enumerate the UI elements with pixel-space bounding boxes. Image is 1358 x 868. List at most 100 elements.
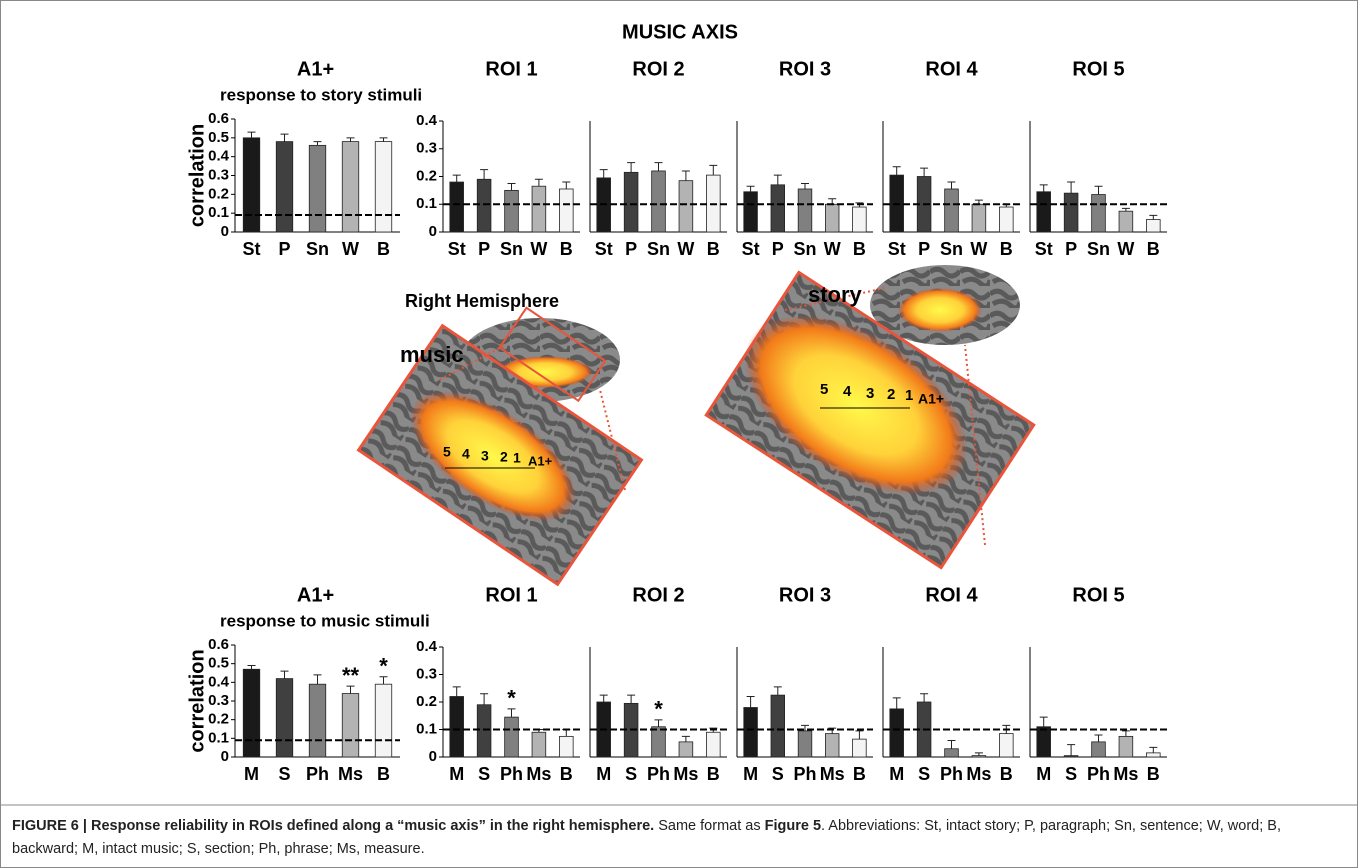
panel-title: ROI 1 [485, 58, 537, 80]
x-tick-label: Ph [647, 764, 670, 784]
error-bar [600, 170, 608, 178]
x-tick-label: Ms [966, 764, 991, 784]
figure-title: MUSIC AXIS [622, 21, 738, 43]
x-tick-label: Ph [306, 764, 329, 784]
error-bar [314, 142, 322, 146]
error-bar [1149, 747, 1157, 753]
x-tick-label: B [707, 764, 720, 784]
roi-number: 2 [887, 386, 895, 403]
error-bar [1122, 208, 1130, 211]
x-tick-label: P [625, 239, 637, 259]
brain-label: music [400, 342, 464, 367]
error-bar [920, 694, 928, 702]
y-tick-label: 0 [429, 748, 437, 765]
roi-number: 4 [843, 383, 852, 400]
bar [853, 207, 867, 232]
error-bar [1040, 717, 1048, 727]
panel-title: A1+ [297, 58, 334, 80]
y-tick-label: 0.2 [416, 693, 437, 710]
x-tick-label: B [1000, 764, 1013, 784]
y-tick-label: 0.1 [208, 204, 229, 221]
bar [624, 172, 638, 232]
panel-title: ROI 3 [779, 58, 831, 80]
bar [945, 189, 959, 232]
x-tick-label: Ph [1087, 764, 1110, 784]
y-tick-label: 0.6 [208, 636, 229, 653]
bar [798, 189, 812, 232]
x-tick-label: Ph [500, 764, 523, 784]
roi-number: 1 [513, 450, 521, 466]
bar [477, 179, 491, 232]
bar [342, 694, 359, 757]
error-bar [709, 165, 717, 175]
bar [505, 717, 519, 757]
y-tick-label: 0.4 [416, 112, 438, 129]
x-tick-label: W [677, 239, 694, 259]
bar [679, 181, 693, 232]
x-tick-label: S [278, 764, 290, 784]
x-tick-label: St [595, 239, 613, 259]
error-bar [893, 698, 901, 709]
bar [243, 669, 260, 757]
bar [945, 749, 959, 757]
x-tick-label: P [278, 239, 290, 259]
error-bar [508, 183, 516, 190]
y-tick-label: 0.1 [416, 195, 437, 212]
x-tick-label: St [243, 239, 261, 259]
bar [1092, 742, 1106, 757]
roi-number: 5 [443, 444, 451, 460]
x-tick-label: B [560, 764, 573, 784]
x-tick-label: P [918, 239, 930, 259]
bar [276, 142, 293, 232]
error-bar [893, 167, 901, 175]
bar [1037, 192, 1051, 232]
error-bar [281, 671, 289, 678]
roi-number: 1 [905, 387, 913, 404]
roi-number: 3 [481, 448, 489, 464]
error-bar [314, 675, 322, 684]
y-tick-label: 0.5 [208, 129, 229, 146]
caption-label: FIGURE 6 | Response reliability in ROIs … [12, 818, 654, 834]
x-tick-label: Ph [940, 764, 963, 784]
x-tick-label: B [377, 239, 390, 259]
x-tick-label: B [853, 239, 866, 259]
y-tick-label: 0 [221, 223, 229, 240]
bar [1064, 193, 1078, 232]
error-bar [682, 171, 690, 181]
x-tick-label: M [1036, 764, 1051, 784]
x-tick-label: St [742, 239, 760, 259]
bar [532, 732, 546, 757]
x-tick-label: W [530, 239, 547, 259]
error-bar [1095, 735, 1103, 742]
panel-title: ROI 3 [779, 584, 831, 606]
error-bar [948, 182, 956, 189]
x-tick-label: W [824, 239, 841, 259]
x-tick-label: S [772, 764, 784, 784]
x-tick-label: M [449, 764, 464, 784]
bar [972, 204, 986, 232]
error-bar [627, 163, 635, 173]
x-tick-label: Ms [338, 764, 363, 784]
error-bar [281, 134, 289, 142]
y-tick-label: 0.3 [416, 140, 437, 157]
bar [652, 171, 666, 232]
bar [243, 138, 260, 232]
x-tick-label: B [853, 764, 866, 784]
y-tick-label: 0.4 [416, 638, 438, 655]
x-tick-label: P [1065, 239, 1077, 259]
x-tick-label: Ms [1113, 764, 1138, 784]
x-tick-label: M [244, 764, 259, 784]
bar [342, 142, 359, 232]
significance: * [654, 697, 663, 722]
bar [771, 695, 785, 757]
x-tick-label: Sn [647, 239, 670, 259]
error-bar [1067, 745, 1075, 756]
error-bar [1122, 731, 1130, 737]
brain-right [702, 265, 1034, 568]
bar [825, 734, 839, 757]
bar [1119, 736, 1133, 757]
panel-title: ROI 4 [925, 58, 978, 80]
y-tick-label: 0.2 [416, 167, 437, 184]
bar [375, 684, 392, 757]
y-tick-label: 0.2 [208, 185, 229, 202]
